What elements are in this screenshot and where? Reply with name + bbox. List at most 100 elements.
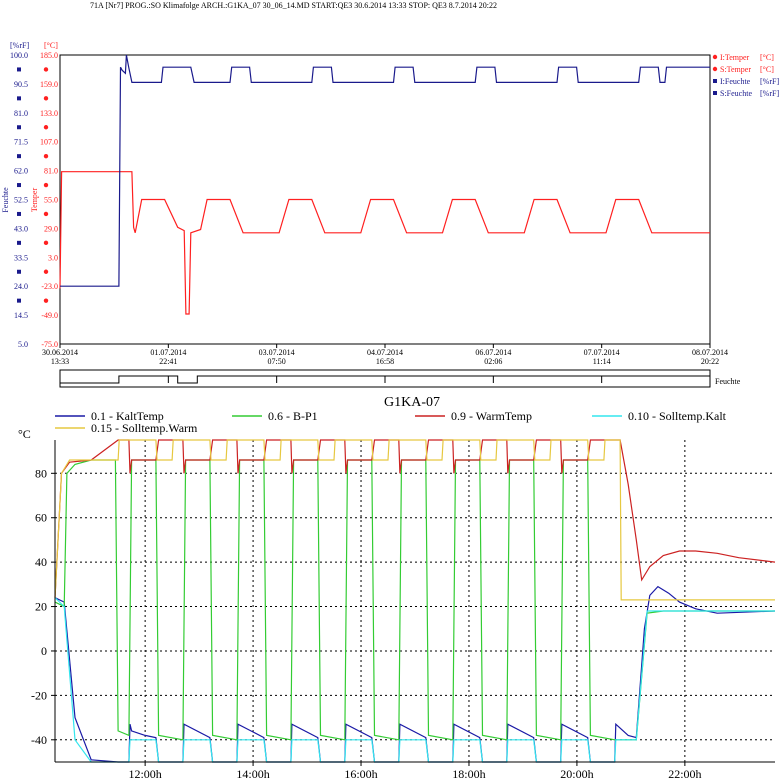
temper-axis-marker [43, 240, 49, 246]
series-line-0-15---solltemp-warm [54, 439, 775, 601]
legend: I:Temper [°C] S:Temper [°C] I:Feuchte [%rF] S:… [712, 53, 779, 98]
y-tick-label: 0 [41, 644, 47, 658]
legend: 0.1 - KaltTemp 0.6 - B-P1 0.9 - WarmTemp 0.… [55, 409, 727, 435]
legend-label: I:Feuchte [720, 77, 751, 86]
y-tick-label: -20 [31, 688, 47, 702]
temper-axis-marker [43, 269, 49, 274]
feuchte-tick-label: 52.5 [14, 196, 28, 205]
program-header: 71A [Nr7] PROG.:SO Klimafolge ARCH.:G1KA… [90, 1, 497, 10]
x-tick-date: 03.07.2014 [259, 348, 295, 357]
temper-tick-label: -23.0 [41, 282, 58, 291]
x-tick-time: 22:41 [159, 357, 177, 366]
temper-tick-label: 159.0 [40, 80, 58, 89]
feuchte-axis-marker [17, 240, 21, 245]
feuchte-tick-label: 5.0 [18, 340, 28, 349]
feuchte-tick-label: 71.5 [14, 138, 28, 147]
climate-program-chart: 71A [Nr7] PROG.:SO Klimafolge ARCH.:G1KA… [1, 1, 779, 388]
feuchte-axis-marker [17, 211, 21, 216]
strip-label: Feuchte [715, 377, 741, 386]
x-tick-time: 16:58 [376, 357, 394, 366]
feuchte-axis-marker [17, 67, 21, 72]
feuchte-axis-marker [17, 298, 21, 303]
axes: 80 60 40 20 0 -20 -40 12:00h 14:00h 16:00h 18:00h 2… [31, 440, 775, 781]
x-tick-date: 04.07.2014 [367, 348, 403, 357]
feuchte-tick-label: 62.0 [14, 167, 28, 176]
feuchte-status-strip: Feuchte [59, 369, 741, 388]
feuchte-tick-label: 90.5 [14, 80, 28, 89]
y-tick-label: 40 [35, 555, 47, 569]
temper-tick-label: -49.0 [41, 311, 58, 320]
legend-unit: [°C] [760, 53, 774, 62]
series-line-0-10---solltemp-kalt [54, 597, 775, 763]
legend-label: S:Temper [720, 65, 751, 74]
legend-marker [712, 54, 718, 60]
x-tick-date: 08.07.2014 [692, 348, 728, 357]
x-tick-time: 11:14 [593, 357, 611, 366]
temper-tick-label: 81.0 [44, 167, 58, 176]
legend-marker [713, 91, 717, 95]
x-tick-label: 14:00h [236, 767, 269, 781]
feuchte-tick-label: 100.0 [10, 51, 28, 60]
series-line-0-9---warmtemp [54, 439, 776, 598]
feuchte-tick-label: 33.5 [14, 253, 28, 262]
feuchte-axis-marker [17, 154, 21, 159]
temper-axis-label: Temper [30, 188, 39, 213]
chart-title: G1KA-07 [384, 395, 440, 410]
feuchte-tick-label: 14.5 [14, 311, 28, 320]
legend-label: 0.15 - Solltemp.Warm [91, 421, 198, 435]
y-tick-label: -40 [31, 733, 47, 747]
temper-axis-marker [43, 153, 49, 159]
feuchte-unit: [%rF] [10, 41, 29, 50]
x-tick-label: 22:00h [668, 767, 701, 781]
legend-label: S:Feuchte [720, 89, 752, 98]
temper-axis-marker [43, 96, 49, 101]
temper-axis-marker [43, 125, 49, 130]
x-tick-label: 16:00h [344, 767, 377, 781]
legend-unit: [°C] [760, 65, 774, 74]
x-tick-date: 07.07.2014 [584, 348, 620, 357]
x-tick-date: 01.07.2014 [150, 348, 186, 357]
x-tick-label: 20:00h [560, 767, 593, 781]
temper-unit: [°C] [44, 41, 58, 50]
x-tick-time: 02:06 [484, 357, 502, 366]
legend-marker [713, 79, 717, 83]
x-tick-date: 30.06.2014 [42, 348, 78, 357]
temper-tick-label: 3.0 [48, 253, 58, 262]
series-line-0-6---b-p1 [54, 459, 775, 741]
legend-unit: [%rF] [760, 89, 779, 98]
legend-label: 0.9 - WarmTemp [451, 409, 532, 423]
g1ka-07-chart: G1KA-07 0.1 - KaltTemp 0.6 - B-P1 0.9 - Wa… [18, 395, 776, 781]
legend-marker [712, 66, 718, 72]
temper-axis-marker [43, 182, 49, 188]
y-tick-label: 60 [35, 511, 47, 525]
x-tick-label: 18:00h [452, 767, 485, 781]
feuchte-axis-marker [17, 125, 21, 130]
legend-unit: [%rF] [760, 77, 779, 86]
x-tick-time: 20:22 [701, 357, 719, 366]
y-tick-label: 80 [35, 466, 47, 480]
feuchte-axis-marker [17, 269, 21, 274]
feuchte-status-line [60, 375, 710, 384]
x-tick-date: 06.07.2014 [475, 348, 511, 357]
feuchte-tick-label: 43.0 [14, 224, 28, 233]
x-tick-time: 07:50 [268, 357, 286, 366]
y-axis-unit: °C [18, 427, 31, 441]
feuchte-axis-label: Feuchte [1, 187, 10, 213]
y-tick-label: 20 [35, 600, 47, 614]
temper-axis-marker [43, 211, 49, 217]
x-tick-time: 13:33 [51, 357, 69, 366]
feuchte-axis-marker [17, 183, 21, 188]
temper-tick-label: 29.0 [44, 224, 58, 233]
left-axes: [%rF] [°C] 100.0 185.0 90.5 159.0 81.0 133.0 71.… [1, 41, 58, 349]
temper-tick-label: 133.0 [40, 109, 58, 118]
grid [55, 440, 775, 762]
temper-tick-label: 107.0 [40, 138, 58, 147]
legend-label: 0.1 - KaltTemp [91, 409, 164, 423]
plot-series [59, 54, 710, 315]
temper-tick-label: 55.0 [44, 196, 58, 205]
plot-series [54, 439, 776, 763]
legend-label: 0.10 - Solltemp.Kalt [628, 409, 727, 423]
temper-axis-marker [43, 67, 49, 72]
feuchte-tick-label: 24.0 [14, 282, 28, 291]
